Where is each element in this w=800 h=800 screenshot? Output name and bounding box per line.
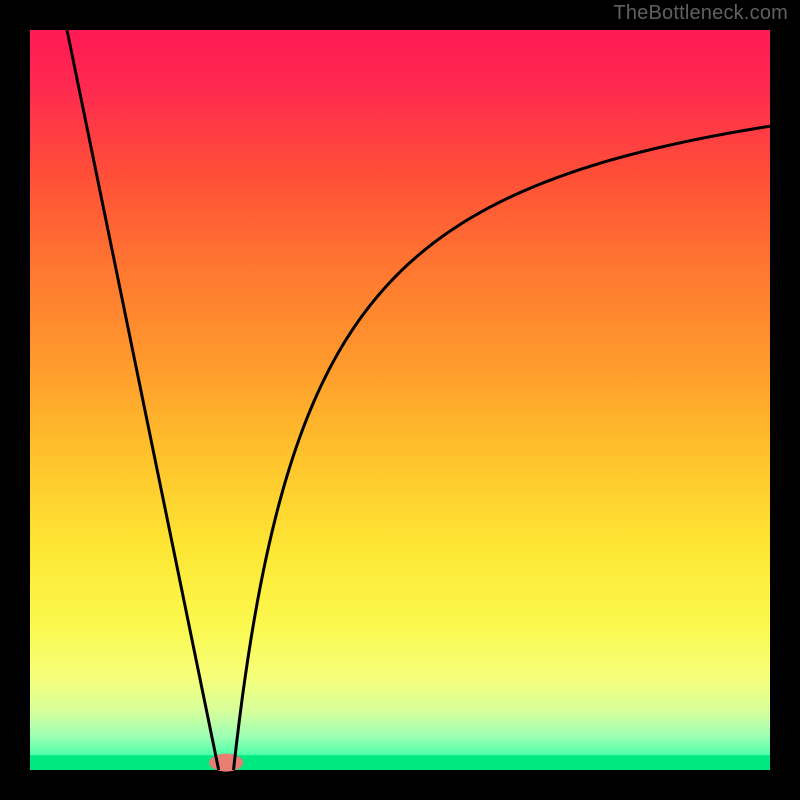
- plot-background-gradient: [30, 30, 770, 770]
- watermark-text: TheBottleneck.com: [613, 2, 788, 25]
- chart-svg: [0, 0, 800, 800]
- optimal-point-marker: [209, 754, 243, 772]
- bottom-green-band: [30, 755, 770, 770]
- chart-container: TheBottleneck.com: [0, 0, 800, 800]
